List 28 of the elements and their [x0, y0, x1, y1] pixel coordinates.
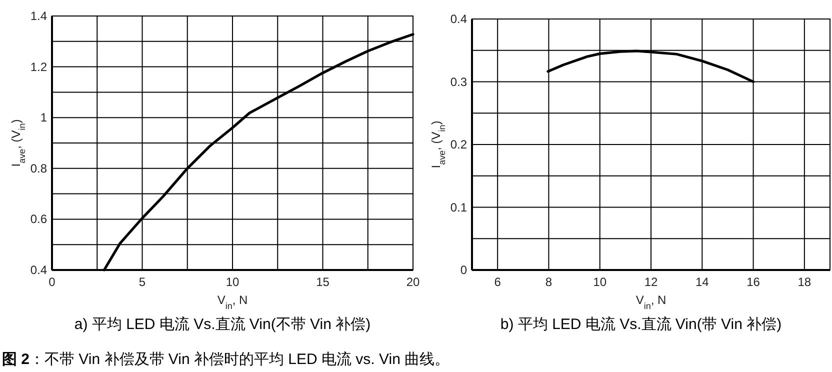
text: a) 平均 LED 电流 Vs.直流 Vin(不带 Vin 补偿) — [74, 316, 371, 333]
y-tick-label: 1.4 — [30, 9, 48, 23]
text: b) 平均 LED 电流 Vs.直流 Vin(带 Vin 补偿) — [500, 316, 782, 333]
x-tick-label: 6 — [494, 275, 502, 289]
y-tick-label: 0.1 — [450, 200, 468, 214]
x-axis-title: V$_{in}$, N — [217, 293, 248, 311]
x-tick-label: 12 — [644, 275, 658, 289]
y-tick-label: 0.6 — [30, 212, 48, 226]
y-tick-label: 0.3 — [450, 74, 468, 89]
y-tick-label: 0.8 — [30, 161, 48, 176]
x-tick-label: 16 — [746, 275, 760, 289]
x-tick-label: 18 — [798, 275, 812, 289]
y-tick-label: 0.4 — [450, 12, 468, 26]
y-tick-label: 1 — [40, 110, 48, 125]
x-axis-title: V$_{in}$, N — [636, 293, 666, 311]
x-tick-label: 10 — [226, 275, 240, 289]
x-tick-label: 0 — [48, 275, 56, 289]
x-tick-label: 8 — [545, 275, 552, 289]
text: 图 2：不带 Vin 补偿及带 Vin 补偿时的平均 LED 电流 vs. Vin 曲线。 — [2, 351, 450, 368]
y-tick-label: 0 — [460, 263, 468, 277]
x-tick-label: 10 — [593, 275, 607, 289]
x-tick-label: 14 — [695, 275, 710, 289]
y-tick-label: 0.2 — [450, 138, 468, 152]
y-tick-label: 0.4 — [30, 263, 48, 277]
x-tick-label: 15 — [316, 275, 330, 289]
x-tick-label: 20 — [406, 275, 420, 289]
y-tick-label: 1.2 — [30, 60, 48, 74]
x-tick-label: 5 — [138, 275, 146, 289]
